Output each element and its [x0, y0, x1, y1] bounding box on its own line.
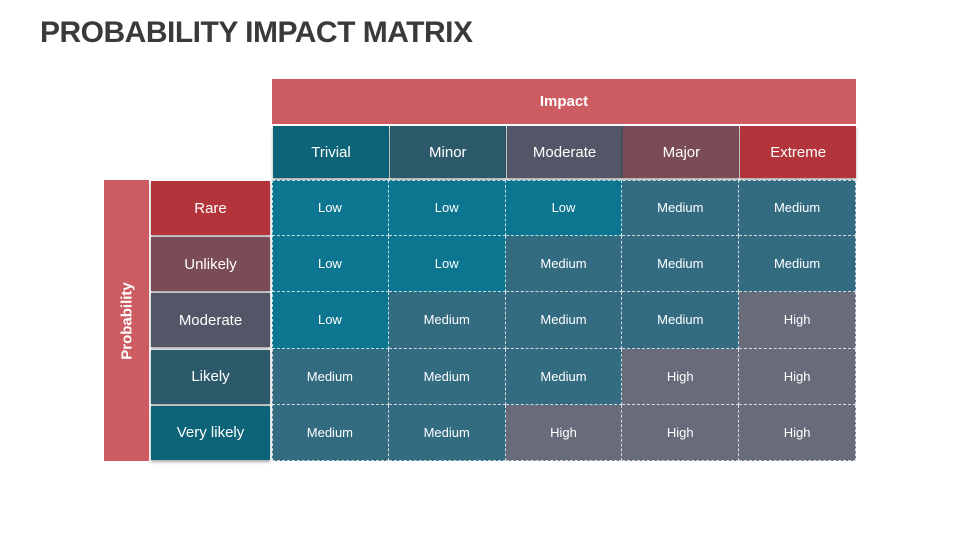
matrix-cell: High [739, 292, 856, 349]
matrix-cell: Medium [505, 236, 623, 293]
matrix-cell: Medium [388, 292, 506, 349]
matrix-cell: Low [272, 292, 389, 349]
matrix-cell: Medium [505, 292, 623, 349]
matrix-cell: High [739, 348, 856, 405]
matrix-cell: Medium [388, 348, 506, 405]
impact-level-moderate: Moderate [506, 126, 623, 178]
matrix-cell: Medium [622, 180, 740, 237]
probability-level-rare: Rare [151, 181, 270, 235]
impact-level-trivial: Trivial [273, 126, 389, 178]
matrix-cell: Low [505, 180, 623, 237]
probability-axis-label: Probability [118, 281, 135, 360]
matrix-cell: Medium [272, 404, 389, 461]
matrix-cell: Medium [739, 236, 856, 293]
impact-axis-header: Impact [272, 79, 856, 124]
matrix-cell: Medium [622, 292, 740, 349]
matrix-cell: Low [388, 236, 506, 293]
probability-axis-header: Probability [104, 180, 149, 461]
impact-level-extreme: Extreme [740, 126, 857, 178]
matrix-cell: Medium [622, 236, 740, 293]
matrix-cell: Low [272, 236, 389, 293]
matrix-cell: Medium [505, 348, 623, 405]
matrix-cell: High [622, 348, 740, 405]
matrix-cell: High [622, 404, 740, 461]
matrix-cell: High [505, 404, 623, 461]
matrix-cell: Medium [739, 180, 856, 237]
matrix-cell: High [739, 404, 856, 461]
matrix-cell: Low [388, 180, 506, 237]
probability-level-moderate: Moderate [151, 293, 270, 348]
impact-level-minor: Minor [389, 126, 506, 178]
matrix-cell: Medium [388, 404, 506, 461]
impact-level-major: Major [623, 126, 740, 178]
probability-level-very-likely: Very likely [151, 405, 270, 460]
impact-axis-label: Impact [539, 93, 589, 110]
matrix-cell: Low [272, 180, 389, 237]
probability-level-likely: Likely [151, 349, 270, 404]
page-title: PROBABILITY IMPACT MATRIX [40, 16, 473, 49]
matrix-cell: Medium [272, 348, 389, 405]
probability-level-unlikely: Unlikely [151, 237, 270, 292]
